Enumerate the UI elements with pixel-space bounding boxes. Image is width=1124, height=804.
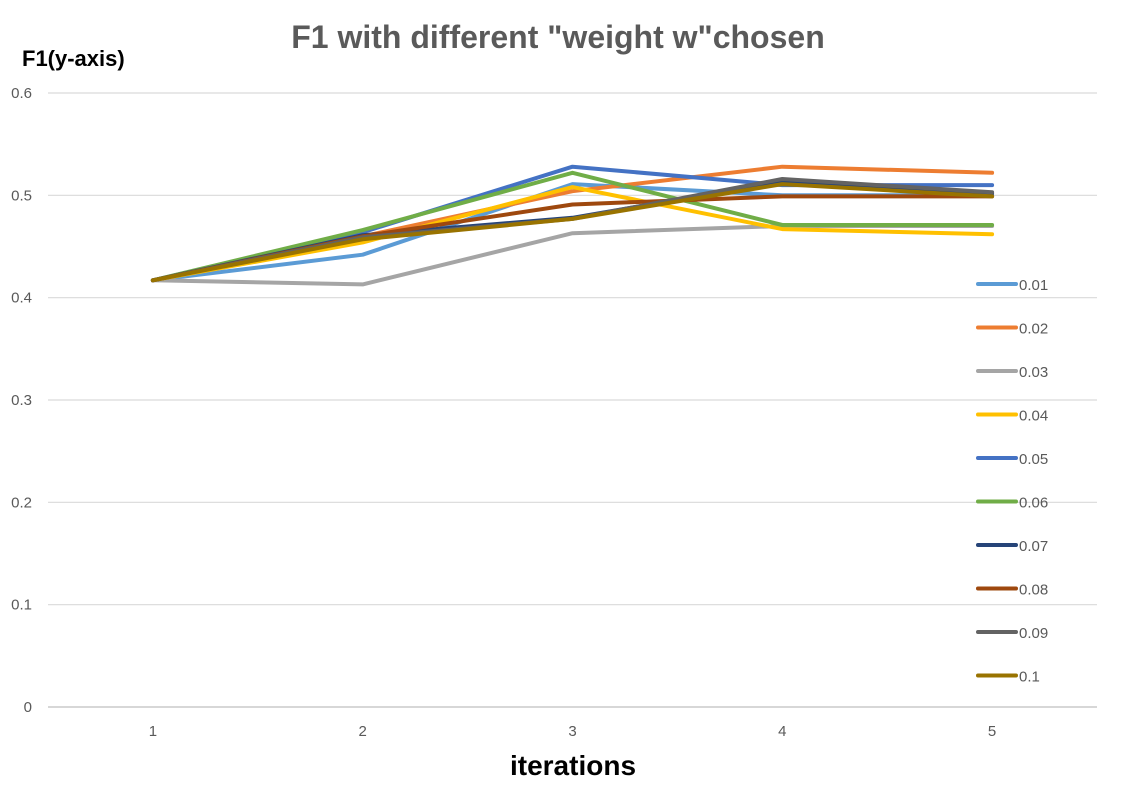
legend-label: 0.1 <box>1019 669 1040 686</box>
legend-label: 0.07 <box>1019 538 1048 555</box>
series-line-0.08 <box>150 194 995 283</box>
y-tick-label: 0 <box>24 699 32 716</box>
legend-item: 0.05 <box>976 451 1048 468</box>
y-tick-label: 0.4 <box>11 290 32 307</box>
legend-label: 0.09 <box>1019 625 1048 642</box>
x-tick-label: 1 <box>149 723 157 740</box>
legend-label: 0.04 <box>1019 408 1048 425</box>
y-axis-label: F1(y-axis) <box>22 46 125 71</box>
legend-label: 0.03 <box>1019 364 1048 381</box>
y-tick-label: 0.3 <box>11 392 32 409</box>
x-tick-label: 3 <box>568 723 576 740</box>
legend: 0.01 0.02 0.03 0.04 0.05 0.06 0.07 0.08 0.09 0.1 <box>976 277 1048 686</box>
y-tick-label: 0.6 <box>11 85 32 102</box>
x-tick-label: 5 <box>988 723 996 740</box>
legend-item: 0.08 <box>976 582 1048 599</box>
legend-label: 0.05 <box>1019 451 1048 468</box>
x-axis-label: iterations <box>510 750 636 781</box>
x-axis-ticks: 1 2 3 4 5 <box>149 723 997 740</box>
legend-item: 0.06 <box>976 495 1048 512</box>
legend-item: 0.04 <box>976 408 1048 425</box>
legend-item: 0.09 <box>976 625 1048 642</box>
legend-label: 0.06 <box>1019 495 1048 512</box>
legend-label: 0.01 <box>1019 277 1048 294</box>
legend-label: 0.02 <box>1019 321 1048 338</box>
x-tick-label: 2 <box>359 723 367 740</box>
legend-label: 0.08 <box>1019 582 1048 599</box>
legend-item: 0.03 <box>976 364 1048 381</box>
legend-item: 0.1 <box>976 669 1040 686</box>
series-line-0.1 <box>150 182 995 283</box>
y-tick-label: 0.1 <box>11 597 32 614</box>
y-tick-label: 0.2 <box>11 494 32 511</box>
y-tick-label: 0.5 <box>11 187 32 204</box>
series-line-0.06 <box>150 170 995 283</box>
x-tick-label: 4 <box>778 723 786 740</box>
series-lines <box>150 164 995 287</box>
legend-item: 0.01 <box>976 277 1048 294</box>
series-line-0.04 <box>150 185 995 283</box>
legend-item: 0.02 <box>976 321 1048 338</box>
legend-item: 0.07 <box>976 538 1048 555</box>
y-axis-ticks: 0 0.1 0.2 0.3 0.4 0.5 0.6 <box>11 85 32 716</box>
gridlines <box>48 92 1097 708</box>
chart-title: F1 with different "weight w"chosen <box>291 19 824 55</box>
